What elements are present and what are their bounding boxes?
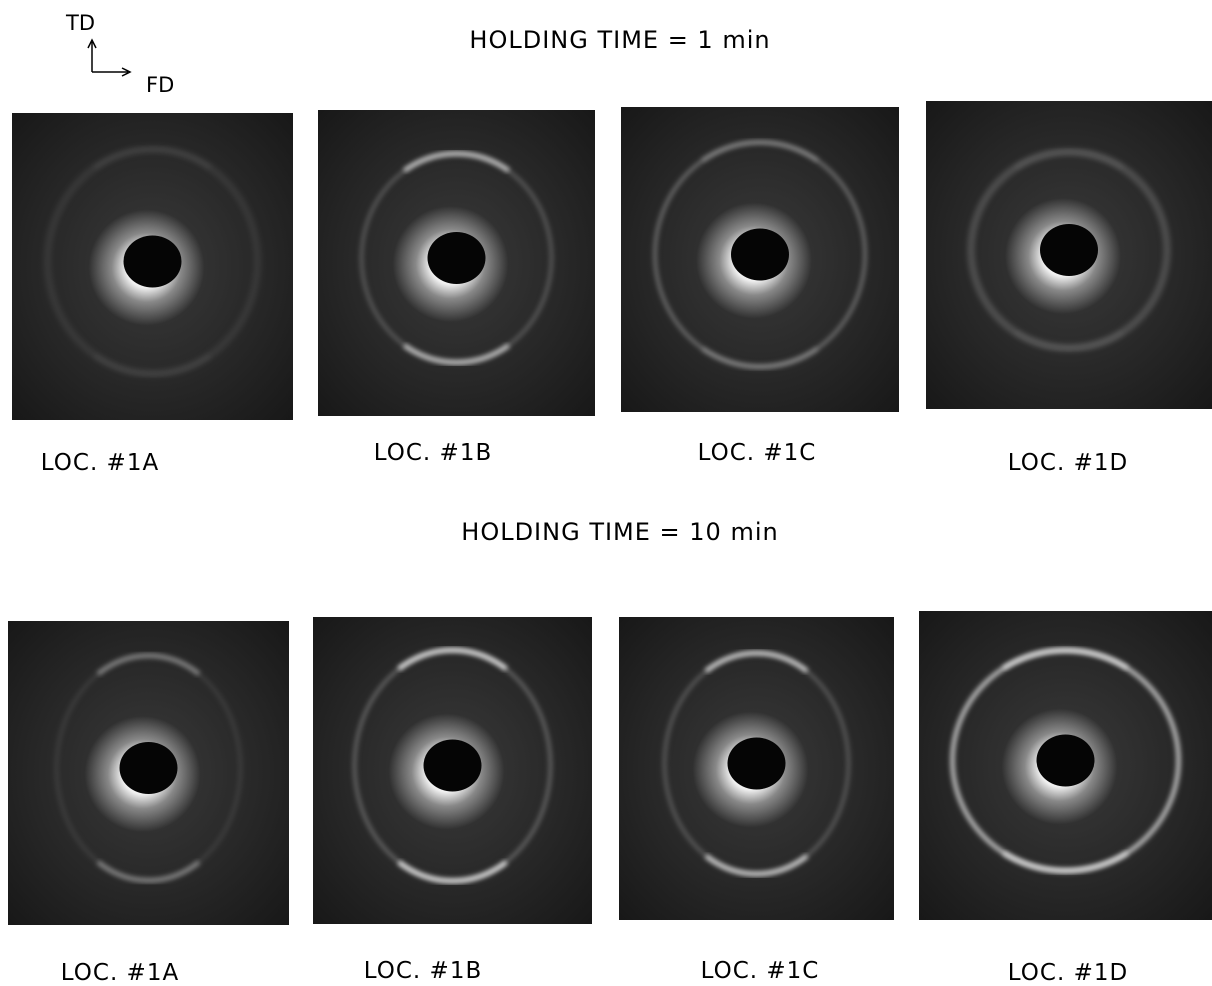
fd-label: FD	[146, 73, 174, 97]
beam-stop	[1037, 735, 1095, 787]
diffraction-image	[313, 617, 592, 924]
beam-stop	[424, 740, 482, 792]
beam-stop	[728, 738, 786, 790]
diffraction-image	[621, 107, 899, 412]
beam-stop	[428, 232, 486, 284]
td-label: TD	[65, 11, 95, 35]
image-label: LOC. #1D	[1008, 960, 1128, 986]
image-label: LOC. #1A	[41, 450, 159, 476]
image-label: LOC. #1C	[701, 958, 820, 984]
diffraction-image	[619, 617, 894, 920]
diffraction-image	[8, 621, 289, 925]
figure: TD FD HOLDING TIME = 1 min LOC. #1A LOC. #…	[0, 0, 1212, 986]
orientation-indicator: TD FD	[65, 11, 174, 97]
image-label: LOC. #1B	[374, 440, 492, 466]
panel-title: HOLDING TIME = 1 min	[469, 26, 770, 54]
panel: HOLDING TIME = 10 min LOC. #1A LOC. #1B LOC…	[8, 518, 1212, 986]
image-label: LOC. #1D	[1008, 450, 1128, 476]
panel-title: HOLDING TIME = 10 min	[461, 518, 778, 546]
beam-stop	[731, 229, 789, 281]
diffraction-image	[919, 611, 1212, 920]
beam-stop	[124, 236, 182, 288]
diffraction-image	[12, 113, 293, 420]
panel: HOLDING TIME = 1 min LOC. #1A LOC. #1B LOC.…	[12, 26, 1212, 476]
beam-stop	[1040, 224, 1098, 276]
image-label: LOC. #1A	[61, 960, 179, 986]
beam-stop	[120, 742, 178, 794]
diffraction-image	[318, 110, 595, 416]
diffraction-image	[926, 101, 1212, 409]
page: {"orientation":{"vertical":"TD","horizon…	[0, 0, 1212, 986]
image-label: LOC. #1B	[364, 958, 482, 984]
image-label: LOC. #1C	[698, 440, 817, 466]
